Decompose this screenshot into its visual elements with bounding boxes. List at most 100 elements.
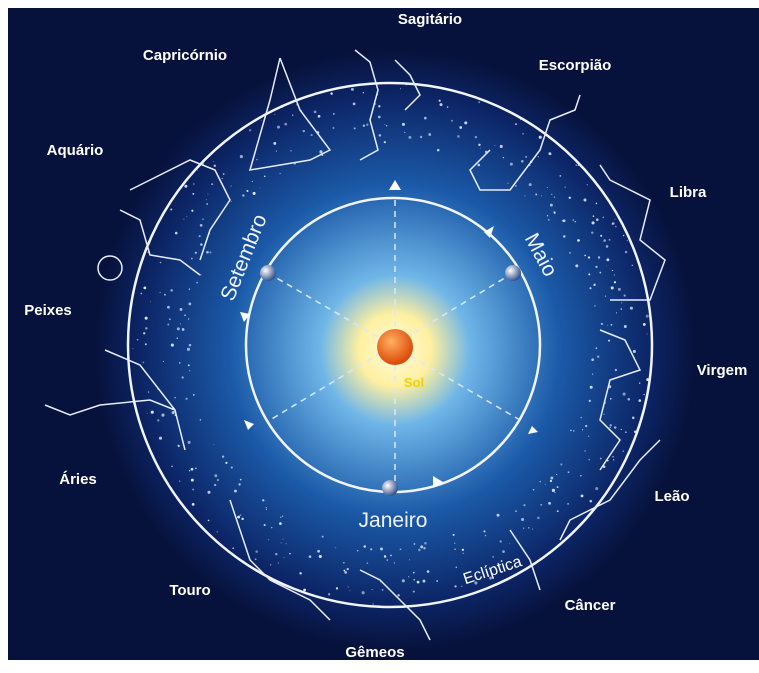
star <box>170 289 173 292</box>
star <box>311 134 313 136</box>
star <box>362 591 365 594</box>
star <box>515 510 516 511</box>
sun <box>377 329 413 365</box>
star <box>280 516 282 518</box>
star <box>357 550 358 551</box>
star <box>354 127 356 129</box>
star <box>538 156 539 157</box>
star <box>503 157 504 158</box>
star <box>609 424 611 426</box>
star <box>177 327 180 330</box>
star <box>618 288 621 291</box>
star <box>328 593 330 595</box>
constellation-label: Touro <box>169 582 210 599</box>
star <box>623 235 625 237</box>
star <box>379 134 382 137</box>
star <box>624 325 627 328</box>
star <box>253 192 256 195</box>
star <box>547 187 548 188</box>
star <box>548 502 551 505</box>
star <box>191 468 194 471</box>
star <box>217 531 218 532</box>
star <box>528 527 529 528</box>
star <box>400 88 401 89</box>
star <box>284 557 285 558</box>
star <box>378 116 381 119</box>
star <box>372 589 373 590</box>
star <box>167 306 170 309</box>
star <box>286 543 287 544</box>
star <box>189 370 190 371</box>
star <box>485 535 486 536</box>
star <box>191 479 194 482</box>
star <box>390 554 392 556</box>
star <box>582 429 583 430</box>
star <box>278 562 279 563</box>
star <box>616 312 617 313</box>
star <box>145 317 148 320</box>
star <box>343 570 345 572</box>
star <box>592 374 593 375</box>
star <box>568 471 570 473</box>
star <box>564 186 565 187</box>
star <box>461 586 462 587</box>
star <box>159 437 162 440</box>
star <box>160 292 161 293</box>
star <box>145 327 147 329</box>
star <box>132 348 133 349</box>
star <box>522 133 523 134</box>
star <box>242 194 244 196</box>
star <box>589 459 590 460</box>
star <box>171 466 172 467</box>
star <box>478 101 480 103</box>
star <box>417 581 420 584</box>
star <box>591 231 593 233</box>
star <box>394 562 395 563</box>
star <box>249 129 251 131</box>
star <box>462 549 464 551</box>
constellation-label: Câncer <box>565 597 616 614</box>
star <box>143 332 145 334</box>
star <box>191 258 193 260</box>
star <box>424 542 427 545</box>
star <box>167 324 169 326</box>
star <box>192 193 194 195</box>
star <box>202 218 204 220</box>
star <box>372 603 373 604</box>
star <box>179 362 181 364</box>
star <box>208 520 210 522</box>
star <box>240 514 242 516</box>
star <box>494 145 495 146</box>
star <box>611 286 614 289</box>
star <box>627 398 630 401</box>
star <box>424 117 427 120</box>
star <box>620 308 622 310</box>
star <box>595 266 597 268</box>
star <box>271 527 272 528</box>
star <box>290 150 291 151</box>
star <box>596 203 598 205</box>
star <box>439 100 441 102</box>
star <box>200 419 201 420</box>
star <box>195 252 197 254</box>
star <box>185 398 187 400</box>
star <box>241 518 243 520</box>
star <box>456 566 458 568</box>
star <box>299 572 301 574</box>
star <box>180 323 181 324</box>
star <box>189 288 190 289</box>
star <box>384 124 385 125</box>
star <box>200 243 202 245</box>
star <box>532 529 533 530</box>
star <box>614 426 617 429</box>
star <box>252 181 253 182</box>
star <box>214 444 215 445</box>
star <box>266 507 267 508</box>
star <box>547 215 548 216</box>
star <box>585 425 587 427</box>
star <box>255 558 257 560</box>
star <box>420 136 422 138</box>
star <box>596 347 598 349</box>
star <box>483 530 485 532</box>
star <box>418 549 421 552</box>
